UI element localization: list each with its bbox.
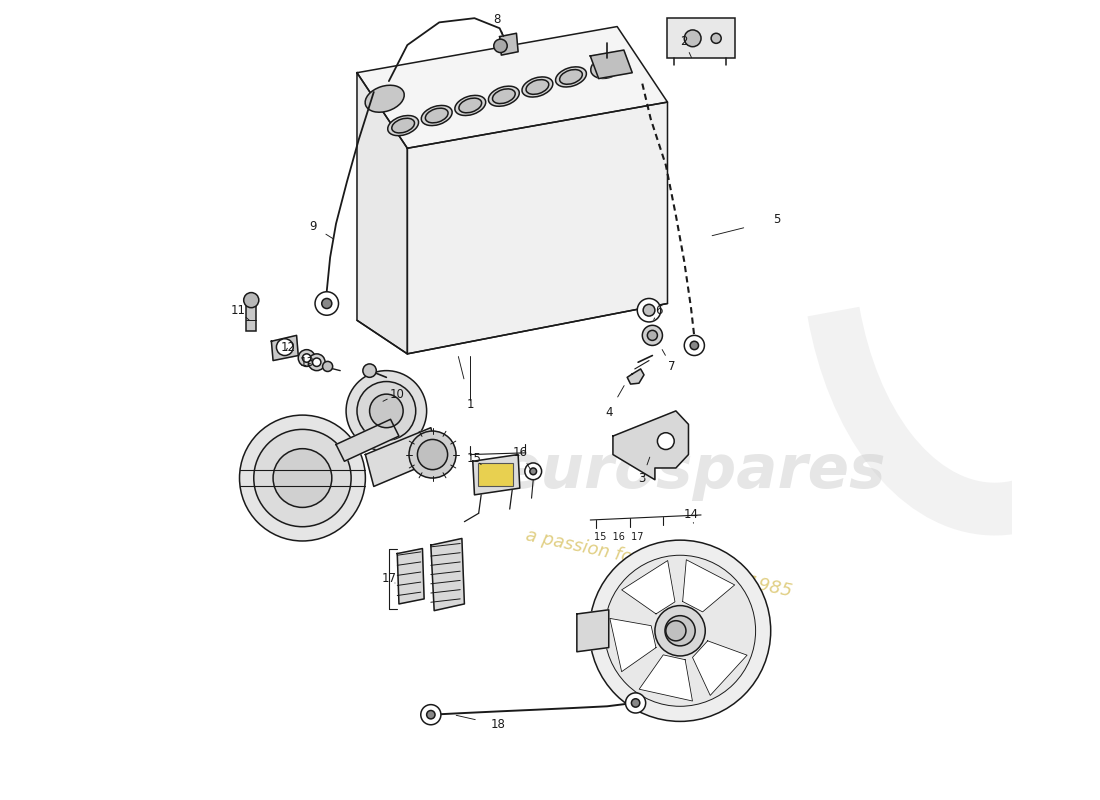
Polygon shape [358,26,668,148]
Text: 8: 8 [494,14,501,26]
Circle shape [346,370,427,451]
Ellipse shape [459,98,482,113]
Circle shape [690,342,698,350]
Text: 12: 12 [280,341,296,354]
Circle shape [590,540,771,722]
Polygon shape [365,428,439,486]
Circle shape [637,298,661,322]
Circle shape [273,449,332,507]
Polygon shape [407,102,668,354]
Circle shape [370,394,403,428]
Text: 13: 13 [299,356,315,369]
Circle shape [711,34,722,43]
Circle shape [658,433,674,450]
Circle shape [312,358,321,366]
Circle shape [666,621,686,641]
Circle shape [363,364,376,378]
Text: 14: 14 [683,509,698,522]
Ellipse shape [493,89,515,103]
Text: 5: 5 [773,213,780,226]
Ellipse shape [522,77,553,97]
Text: 15  16  17: 15 16 17 [594,532,643,542]
Polygon shape [576,610,608,652]
Circle shape [631,698,640,707]
Polygon shape [613,411,689,480]
Circle shape [654,606,705,656]
Circle shape [530,468,537,474]
Text: 17: 17 [382,572,396,586]
Polygon shape [431,538,464,610]
Circle shape [605,555,756,706]
Circle shape [322,362,332,371]
Circle shape [276,338,294,355]
Ellipse shape [421,106,452,126]
Ellipse shape [392,118,415,133]
Ellipse shape [426,108,448,123]
Bar [246,302,256,331]
Polygon shape [591,50,632,78]
Circle shape [298,350,315,366]
Text: 4: 4 [605,406,613,419]
Circle shape [254,430,351,526]
Ellipse shape [591,55,624,78]
Polygon shape [336,419,399,462]
Text: 18: 18 [491,718,505,731]
Polygon shape [693,641,747,695]
Text: 16: 16 [513,446,528,459]
Circle shape [240,415,365,541]
Polygon shape [499,34,518,55]
Text: 6: 6 [656,304,663,317]
Circle shape [409,431,456,478]
Text: a passion for parts since 1985: a passion for parts since 1985 [525,526,794,601]
Circle shape [417,439,448,470]
Ellipse shape [454,95,486,115]
Text: 1: 1 [466,398,474,410]
Text: 15: 15 [468,452,482,466]
Polygon shape [627,369,644,384]
Circle shape [358,382,416,440]
Text: 2: 2 [681,35,688,48]
Circle shape [684,335,704,355]
Circle shape [315,292,339,315]
Circle shape [421,705,441,725]
Bar [477,463,513,486]
Circle shape [308,354,326,370]
Text: 10: 10 [389,388,405,401]
Polygon shape [621,561,675,614]
Circle shape [684,30,701,46]
Polygon shape [683,560,735,612]
Ellipse shape [387,115,419,136]
Ellipse shape [488,86,519,106]
Text: 3: 3 [639,471,646,485]
Circle shape [494,39,507,53]
Polygon shape [609,618,656,672]
Bar [668,18,735,58]
Ellipse shape [560,70,582,84]
Ellipse shape [526,80,549,94]
Ellipse shape [365,86,404,112]
Circle shape [525,463,541,480]
Polygon shape [272,335,298,361]
Text: 9: 9 [309,220,317,233]
Circle shape [626,693,646,713]
Polygon shape [397,549,425,604]
Polygon shape [639,655,693,701]
Circle shape [642,326,662,346]
Circle shape [427,710,434,719]
Circle shape [244,293,258,308]
Circle shape [647,330,658,341]
Text: eurospares: eurospares [499,442,886,501]
Text: 11: 11 [230,304,245,317]
Circle shape [666,616,695,646]
Circle shape [644,304,654,316]
Circle shape [302,354,311,362]
Ellipse shape [556,67,586,87]
Circle shape [321,298,332,309]
Polygon shape [358,73,407,354]
Text: 7: 7 [668,360,675,373]
Polygon shape [473,454,520,495]
